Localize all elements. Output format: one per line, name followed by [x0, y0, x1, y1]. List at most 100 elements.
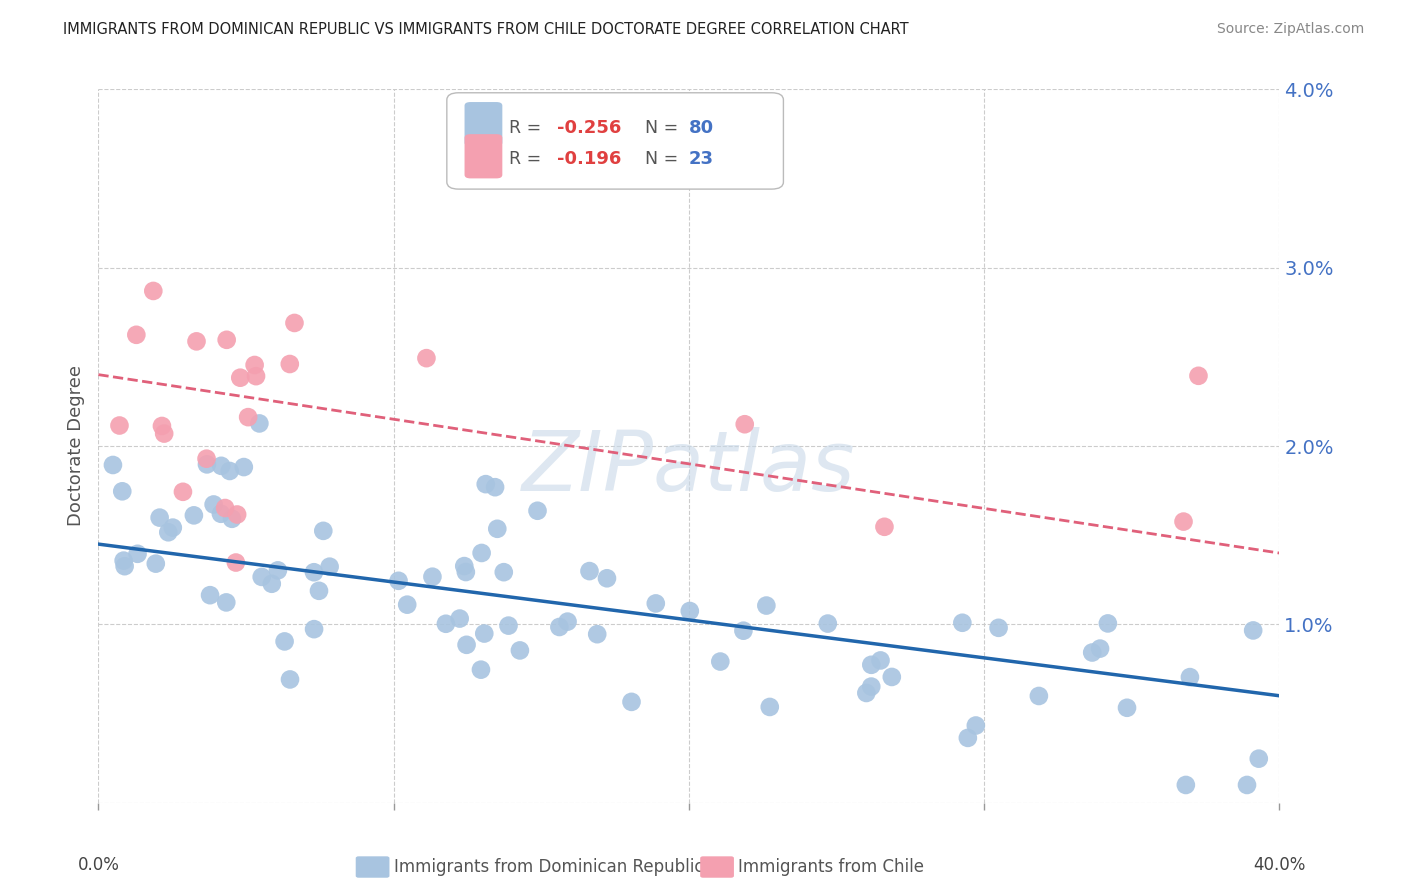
Point — [454, 565, 477, 579]
FancyBboxPatch shape — [464, 102, 502, 146]
Point — [142, 284, 165, 298]
Point — [1187, 368, 1209, 383]
Point — [548, 620, 571, 634]
Point — [195, 458, 218, 472]
Point — [250, 570, 273, 584]
Text: 0.0%: 0.0% — [77, 856, 120, 874]
Point — [471, 546, 494, 560]
Point — [470, 663, 492, 677]
Point — [434, 616, 457, 631]
Point — [415, 351, 437, 366]
Point — [484, 480, 506, 494]
Point — [162, 520, 184, 534]
Point — [509, 643, 531, 657]
Point — [198, 588, 221, 602]
Point — [195, 451, 218, 466]
Point — [157, 525, 180, 540]
Point — [111, 484, 134, 499]
Y-axis label: Doctorate Degree: Doctorate Degree — [66, 366, 84, 526]
Text: Source: ZipAtlas.com: Source: ZipAtlas.com — [1216, 22, 1364, 37]
Point — [283, 316, 305, 330]
Point — [209, 507, 232, 521]
Point — [101, 458, 124, 472]
Point — [145, 557, 167, 571]
Text: IMMIGRANTS FROM DOMINICAN REPUBLIC VS IMMIGRANTS FROM CHILE DOCTORATE DEGREE COR: IMMIGRANTS FROM DOMINICAN REPUBLIC VS IM… — [63, 22, 908, 37]
Point — [396, 598, 419, 612]
Point — [232, 460, 254, 475]
Point — [302, 622, 325, 636]
Point — [733, 624, 755, 638]
Point — [221, 512, 243, 526]
Text: R =: R = — [509, 120, 547, 137]
Text: N =: N = — [645, 150, 683, 168]
Point — [247, 417, 270, 431]
Point — [586, 627, 609, 641]
FancyBboxPatch shape — [464, 134, 502, 178]
Point — [486, 522, 509, 536]
Point — [492, 565, 515, 579]
Point — [125, 327, 148, 342]
Point — [472, 626, 495, 640]
Text: 23: 23 — [689, 150, 714, 168]
Point — [1088, 641, 1111, 656]
Point — [209, 458, 232, 473]
Text: 40.0%: 40.0% — [1253, 856, 1306, 874]
Point — [302, 566, 325, 580]
Point — [880, 670, 903, 684]
Point — [1178, 670, 1201, 684]
Point — [308, 583, 330, 598]
Point — [153, 426, 176, 441]
Point — [226, 508, 249, 522]
Point — [422, 570, 444, 584]
Text: Immigrants from Chile: Immigrants from Chile — [738, 858, 924, 876]
Point — [387, 574, 409, 588]
Text: Immigrants from Dominican Republic: Immigrants from Dominican Republic — [394, 858, 703, 876]
Point — [127, 547, 149, 561]
Point — [755, 599, 778, 613]
Text: ZIPatlas: ZIPatlas — [522, 427, 856, 508]
Point — [312, 524, 335, 538]
Point — [1174, 778, 1197, 792]
Point — [218, 464, 240, 478]
Point — [202, 498, 225, 512]
Point — [215, 595, 238, 609]
Point — [186, 334, 208, 349]
Point — [449, 611, 471, 625]
Point — [1097, 616, 1119, 631]
Text: -0.256: -0.256 — [557, 120, 621, 137]
Point — [1247, 752, 1270, 766]
Point — [214, 501, 236, 516]
Point — [1241, 624, 1264, 638]
Point — [243, 358, 266, 372]
Point — [1028, 689, 1050, 703]
Point — [225, 556, 247, 570]
Point — [245, 369, 267, 384]
Point — [578, 564, 600, 578]
Point — [183, 508, 205, 523]
Point — [114, 559, 136, 574]
Point — [267, 563, 290, 577]
Point — [150, 419, 173, 434]
Point — [817, 616, 839, 631]
Point — [215, 333, 238, 347]
Point — [526, 504, 548, 518]
Text: N =: N = — [645, 120, 683, 137]
Text: R =: R = — [509, 150, 547, 168]
Point — [108, 418, 131, 433]
Point — [965, 718, 987, 732]
Point — [318, 559, 340, 574]
Point — [860, 657, 883, 672]
Point — [456, 638, 478, 652]
Point — [860, 680, 883, 694]
Point — [709, 655, 731, 669]
Point — [149, 510, 172, 524]
Point — [1173, 515, 1195, 529]
Point — [474, 477, 496, 491]
Point — [498, 618, 520, 632]
Point — [278, 673, 301, 687]
Point — [278, 357, 301, 371]
Point — [260, 576, 283, 591]
Point — [557, 615, 579, 629]
Point — [873, 520, 896, 534]
Point — [596, 571, 619, 585]
